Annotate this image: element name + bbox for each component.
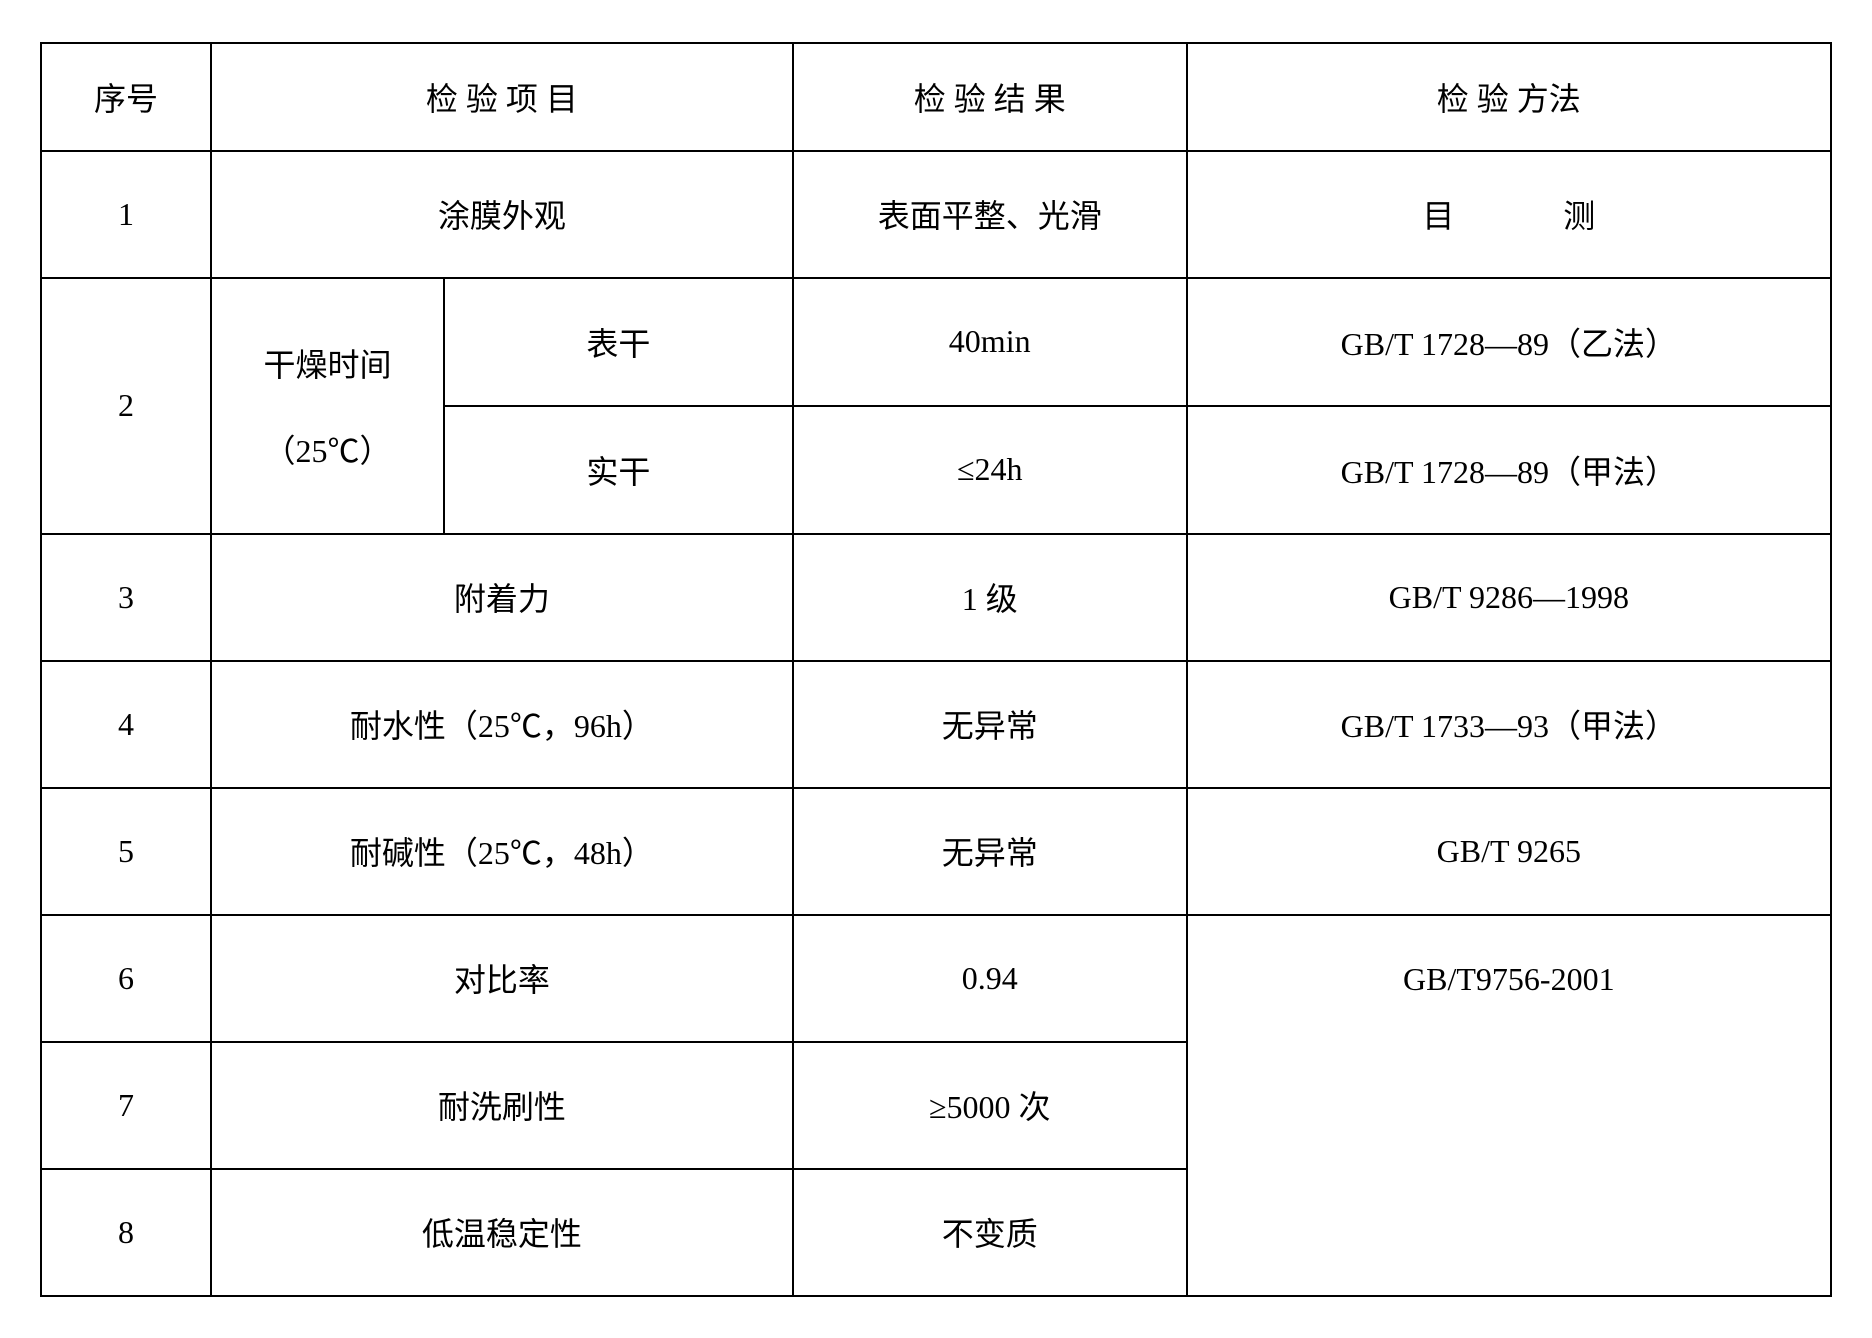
header-method: 检 验 方法 [1187, 43, 1831, 151]
cell-index: 5 [41, 788, 211, 915]
cell-index: 2 [41, 278, 211, 534]
cell-result: 无异常 [793, 788, 1187, 915]
cell-method: GB/T 1733—93（甲法） [1187, 661, 1831, 788]
cell-result: 40min [793, 278, 1187, 406]
cell-item: 低温稳定性 [211, 1169, 793, 1296]
cell-index: 8 [41, 1169, 211, 1296]
cell-item-label: 干燥时间 （25℃） [212, 279, 444, 533]
inspection-table-container: 序号 检 验 项 目 检 验 结 果 检 验 方法 1 涂膜外观 表面平整、光滑… [40, 42, 1832, 1297]
cell-index: 4 [41, 661, 211, 788]
cell-result: 1 级 [793, 534, 1187, 661]
header-result: 检 验 结 果 [793, 43, 1187, 151]
table-header-row: 序号 检 验 项 目 检 验 结 果 检 验 方法 [41, 43, 1831, 151]
cell-result: ≤24h [793, 406, 1187, 534]
table-row: 3 附着力 1 级 GB/T 9286—1998 [41, 534, 1831, 661]
table-row: 6 对比率 0.94 GB/T9756-2001 [41, 915, 1831, 1042]
cell-item: 附着力 [211, 534, 793, 661]
cell-method: GB/T 9286—1998 [1187, 534, 1831, 661]
inspection-table: 序号 检 验 项 目 检 验 结 果 检 验 方法 1 涂膜外观 表面平整、光滑… [40, 42, 1832, 1297]
header-index: 序号 [41, 43, 211, 151]
cell-result: 表面平整、光滑 [793, 151, 1187, 278]
cell-sub-item: 表干 [444, 279, 792, 406]
header-item: 检 验 项 目 [211, 43, 793, 151]
cell-method: GB/T 1728—89（甲法） [1187, 406, 1831, 534]
cell-result: 不变质 [793, 1169, 1187, 1296]
cell-result: ≥5000 次 [793, 1042, 1187, 1169]
cell-index: 7 [41, 1042, 211, 1169]
cell-index: 6 [41, 915, 211, 1042]
table-row: 2 干燥时间 （25℃） 表干 实干 [41, 278, 1831, 406]
table-row: 5 耐碱性（25℃，48h） 无异常 GB/T 9265 [41, 788, 1831, 915]
table-row: 1 涂膜外观 表面平整、光滑 目 测 [41, 151, 1831, 278]
cell-method: 目 测 [1187, 151, 1831, 278]
cell-item: 耐碱性（25℃，48h） [211, 788, 793, 915]
cell-index: 1 [41, 151, 211, 278]
cell-method-merged: GB/T9756-2001 [1187, 915, 1831, 1296]
cell-item: 耐洗刷性 [211, 1042, 793, 1169]
cell-item: 涂膜外观 [211, 151, 793, 278]
cell-item-group: 干燥时间 （25℃） 表干 实干 [211, 278, 793, 534]
cell-sub-item: 实干 [444, 406, 792, 533]
cell-item: 耐水性（25℃，96h） [211, 661, 793, 788]
cell-method: GB/T 1728—89（乙法） [1187, 278, 1831, 406]
table-row: 4 耐水性（25℃，96h） 无异常 GB/T 1733—93（甲法） [41, 661, 1831, 788]
cell-method: GB/T 9265 [1187, 788, 1831, 915]
cell-result: 无异常 [793, 661, 1187, 788]
cell-item: 对比率 [211, 915, 793, 1042]
cell-index: 3 [41, 534, 211, 661]
cell-result: 0.94 [793, 915, 1187, 1042]
